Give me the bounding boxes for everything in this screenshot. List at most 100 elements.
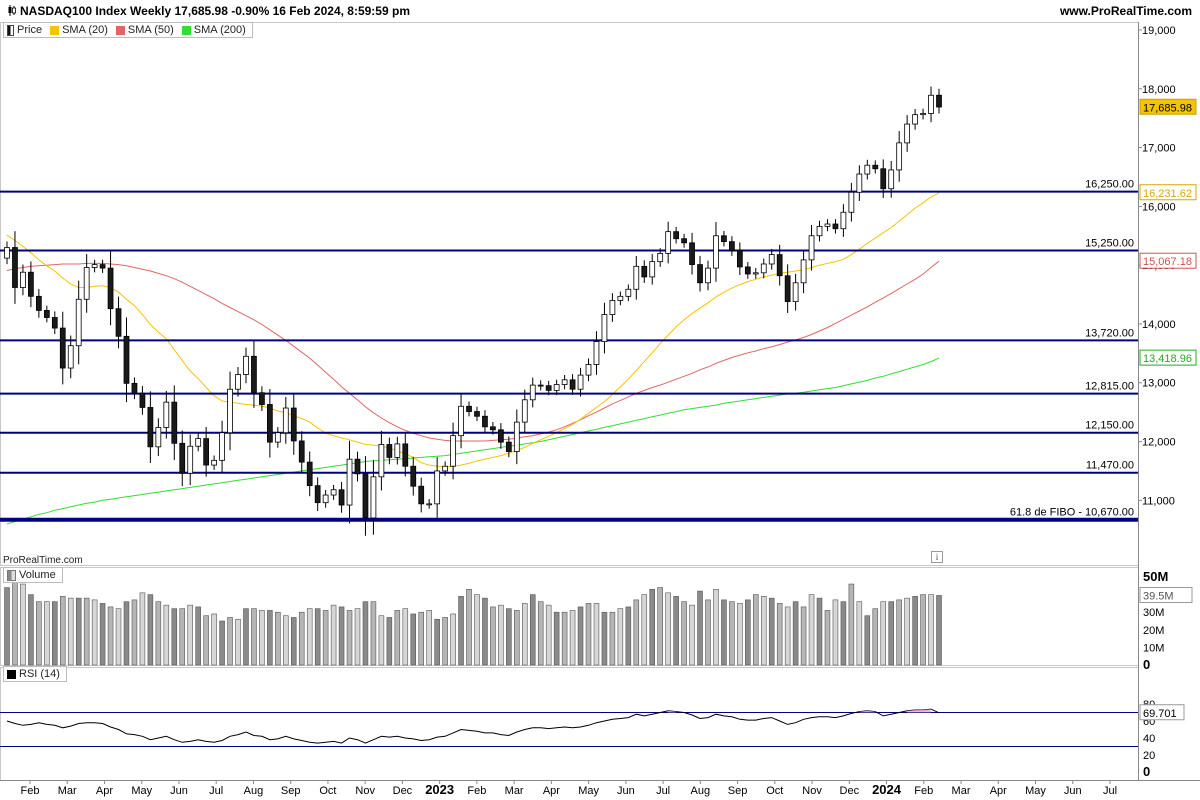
candle-body [521,399,528,423]
candle-body [442,465,448,472]
volume-bar [593,603,600,666]
candle-body [386,444,393,458]
volume-bar [808,594,815,666]
candle-body [808,235,815,261]
chart-title-text: NASDAQ100 Index Weekly 17,685.98 -0.90% … [20,4,410,18]
volume-bar [28,594,34,666]
candle-body [227,388,233,434]
volume-bar [689,604,695,666]
candle-body [888,169,895,190]
candle-body [832,223,839,230]
volume-bar [75,597,82,666]
y-tick-label: 18,000 [1142,84,1176,96]
rsi-legend[interactable]: RSI (14) [3,666,67,682]
volume-bar [888,601,894,666]
candle-body [267,404,273,443]
volume-bar [283,615,289,666]
volume-bar [251,608,257,666]
volume-bar [267,610,273,666]
candle-body [314,485,321,504]
volume-bar [776,603,783,666]
candle-body [115,308,122,337]
legend-sma200[interactable]: SMA (200) [181,24,246,36]
price-legend[interactable]: Price SMA (20) SMA (50) SMA (200) [3,22,253,38]
legend-price[interactable]: Price [7,24,42,36]
legend-volume[interactable]: Volume [7,569,56,581]
candle-body [12,247,18,288]
volume-bar [537,601,544,666]
volume-bar [633,599,640,666]
panel-frame [0,22,1139,566]
x-tick-label: Mar [505,785,524,797]
volume-bar [418,611,424,666]
volume-bar [490,606,496,666]
candle-body [537,384,544,387]
candle-body [107,267,114,310]
legend-rsi[interactable]: RSI (14) [7,668,60,680]
candle-body [673,231,679,240]
volume-tick-label: 10M [1143,642,1164,654]
volume-bar [163,604,170,666]
volume-bar [306,608,313,666]
volume-bar [721,599,727,666]
volume-bar [880,601,887,666]
candle-body [171,401,178,444]
candle-body [59,327,66,369]
candle-body [235,374,241,390]
candle-body [147,407,154,448]
candle-body [736,250,743,268]
volume-bar [275,611,281,666]
x-tick-label: Dec [393,785,413,797]
volume-bar [450,613,456,666]
rsi-overbought-fill [867,710,876,713]
candle-body [259,392,265,405]
x-tick-label: Oct [766,785,783,797]
legend-sma20[interactable]: SMA (20) [50,24,108,36]
x-tick-label: Feb [467,785,486,797]
candle-body [362,473,369,519]
volume-bar [123,601,130,666]
volume-legend[interactable]: Volume [3,567,63,583]
volume-bar [107,606,114,666]
volume-bar [577,606,584,666]
volume-bar [338,606,345,666]
volume-tick-label: 30M [1143,607,1164,619]
volume-bar [259,610,265,666]
volume-bar [330,604,337,666]
sma20-swatch-icon [50,25,60,35]
price-badge [1139,184,1197,201]
volume-bar [378,615,385,666]
candle-body [322,494,329,504]
volume-bar [195,606,201,666]
rsi-overbought-fill [668,710,677,713]
x-tick-label: Apr [543,785,560,797]
volume-bar [155,601,162,666]
x-tick-label: Aug [244,785,264,797]
info-icon[interactable]: i [931,551,943,563]
volume-bar [314,608,321,666]
rsi-tick-label: 40 [1143,733,1155,745]
candle-body [274,432,281,443]
candle-body [91,264,98,268]
volume-bar [784,606,791,666]
volume-bar [753,594,759,666]
volume-bar [346,610,353,666]
volume-bar [665,592,671,666]
candle-body [784,275,791,303]
volume-bar [768,597,775,666]
volume-bar [681,601,687,666]
legend-sma50[interactable]: SMA (50) [115,24,174,36]
candle-body [721,235,727,243]
candle-body [490,426,496,431]
candle-body [569,379,576,390]
volume-bar [641,594,648,666]
candle-body [466,405,472,412]
x-tick-label: Mar [58,785,77,797]
volume-bar [936,595,942,666]
chart-title: NASDAQ100 Index Weekly 17,685.98 -0.90% … [8,4,410,18]
candle-body [561,379,568,385]
candle-body [458,405,464,437]
chart-canvas[interactable]: 16,250.00 15,250.00 13,720.00 12,815.00 12,1… [0,22,1200,800]
candle-body [880,168,887,190]
site-url[interactable]: www.ProRealTime.com [1059,4,1192,18]
